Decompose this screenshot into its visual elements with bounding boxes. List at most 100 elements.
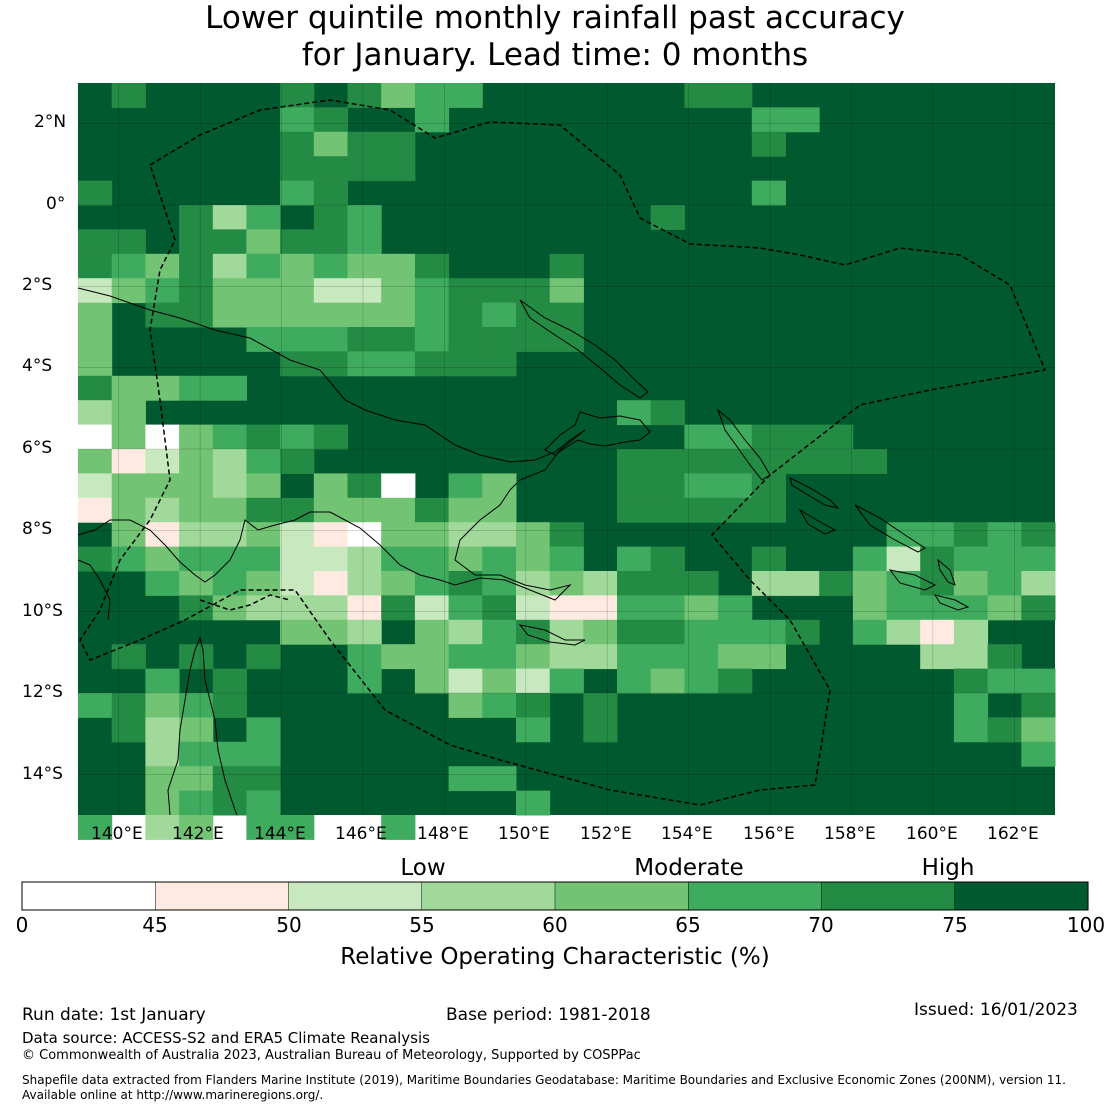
map-cell [886,595,921,621]
map-cell [414,497,450,523]
map-cell [751,644,786,670]
map-cell [482,668,517,694]
map-cell [145,522,180,548]
map-cell [381,327,416,352]
map-cell [381,546,416,572]
map-cell [448,693,483,718]
map-cell [1021,522,1056,548]
map-cell [179,741,214,767]
map-cell [718,449,753,474]
map-cell [347,595,382,621]
lon-tick-162e: 162°E [987,824,1039,844]
map-cell [751,180,786,206]
map-cell [381,351,416,377]
map-cell [246,595,281,621]
map-cell [718,424,753,450]
map-cell [751,571,786,596]
map-cell [347,156,382,182]
lat-tick-6s: 6°S [22,438,53,458]
map-cell [718,83,753,108]
map-cell [549,668,584,694]
map-cell [78,375,113,401]
map-cell [381,815,416,840]
map-cell [751,449,786,474]
map-cell [987,571,1022,596]
map-cell [482,644,517,670]
map-cell [549,522,584,548]
map-cell [718,473,753,499]
map-cell [246,278,281,304]
map-cell [987,595,1022,621]
map-cell [246,741,281,767]
map-cell [583,619,618,645]
map-cell [684,83,719,108]
map-title-line2: for January. Lead time: 0 months [301,37,809,73]
map-cell [718,619,753,645]
map-cell [684,619,719,645]
map-cell [313,571,348,596]
map-cell [78,327,113,352]
lon-tick-150e: 150°E [498,824,550,844]
map-cell [145,766,180,792]
map-cell [179,717,214,743]
map-cell [549,571,584,596]
map-cell [313,595,348,621]
map-cell [381,83,416,108]
map-cell [684,571,719,596]
coastline-solomon-new-georgia [798,508,837,535]
map-cell [684,668,719,694]
map-cell [347,131,382,157]
map-cell [145,717,180,743]
map-cell [347,546,382,572]
colorbar-tick-75: 75 [942,913,968,937]
map-cell [111,400,146,426]
map-cell [111,522,146,548]
map-cell [1021,741,1056,767]
map-cell [145,449,180,474]
map-cell [280,522,315,548]
map-cell [751,424,786,450]
lon-tick-152e: 152°E [580,824,632,844]
lat-tick-14s: 14°S [22,764,63,784]
map-cell [516,790,551,816]
map-cell [111,497,146,523]
map-cell [246,253,281,279]
lon-tick-148e: 148°E [417,824,469,844]
map-cell [179,253,214,279]
maritime-boundaries [79,99,1047,806]
coastline-australia-west [77,559,111,621]
map-cell [78,546,113,572]
map-cell [212,766,247,792]
map-cell [179,766,214,792]
map-cell [987,546,1022,572]
colorbar-category-low: Low [400,855,446,881]
map-cell [516,717,551,743]
map-cell [246,815,281,840]
colorbar-tick-65: 65 [675,913,701,937]
map-cell [212,546,247,572]
map-cell [617,619,652,645]
map-cell [179,497,214,523]
lat-tick-4s: 4°S [22,356,53,376]
map-cell [549,595,584,621]
map-cell [280,180,315,206]
map-cell [852,571,888,596]
map-cell [78,180,113,206]
lon-tick-156e: 156°E [743,824,795,844]
run-date: Run date: 1st January [22,1005,206,1025]
map-cell [212,595,247,621]
map-cell [111,693,146,718]
map-cell [414,107,450,133]
map-cell [549,278,584,304]
map-cell [179,522,214,548]
map-cell [179,473,214,499]
map-cell [482,351,517,377]
map-cell [381,473,416,499]
map-cell [78,473,113,499]
map-cell [246,424,281,450]
map-cell [448,83,483,108]
map-cell [212,253,247,279]
map-cell [953,571,989,596]
map-cell [920,546,955,572]
